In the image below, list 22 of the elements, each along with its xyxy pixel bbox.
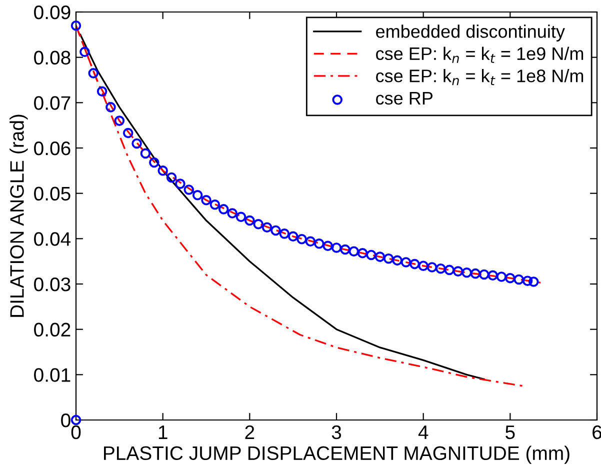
y-tick-label: 0.09 xyxy=(34,5,70,20)
x-tick-label: 3 xyxy=(332,425,342,440)
x-tick-label: 2 xyxy=(245,425,254,439)
y-tick-label: 0.03 xyxy=(34,277,70,292)
y-tick-label: 0.05 xyxy=(34,186,70,201)
y-tick-label: 0.01 xyxy=(34,368,70,382)
y-tick-label: 0 xyxy=(61,413,70,428)
y-axis-title: DILATION ANGLE (rad) xyxy=(10,114,28,317)
x-tick-label: 1 xyxy=(158,426,168,439)
x-axis-title: PLASTIC JUMP DISPLACEMENT MAGNITUDE (mm) xyxy=(104,446,570,464)
y-tick-label: 0.02 xyxy=(34,322,70,337)
x-tick-label: 0 xyxy=(71,425,81,440)
legend-label: cse RP xyxy=(376,92,433,105)
x-tick-label: 5 xyxy=(506,426,515,440)
y-tick-label: 0.08 xyxy=(34,50,70,65)
x-tick-label: 4 xyxy=(418,426,428,439)
legend-label: embedded discontinuity xyxy=(376,24,565,42)
legend-label: cse EP: k$_{n}$ = k$_{t}$ = 1e9 N/m xyxy=(376,46,584,63)
y-tick-label: 0.07 xyxy=(34,96,70,110)
y-tick-label: 0.06 xyxy=(34,141,70,156)
y-tick-label: 0.04 xyxy=(34,232,71,246)
legend-label: cse EP: k$_{n}$ = k$_{t}$ = 1e8 N/m xyxy=(376,69,584,86)
